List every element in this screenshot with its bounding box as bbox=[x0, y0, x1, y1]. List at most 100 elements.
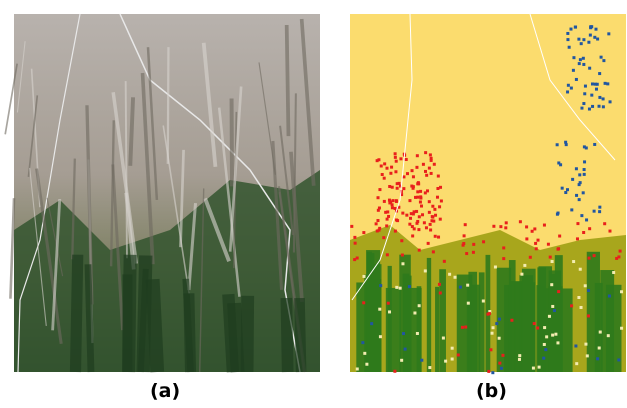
class-pixel bbox=[418, 249, 421, 252]
class-pixel bbox=[560, 288, 573, 372]
class-pixel bbox=[350, 225, 353, 228]
class-pixel bbox=[399, 157, 402, 160]
class-pixel bbox=[409, 217, 412, 220]
class-pixel bbox=[427, 242, 430, 245]
class-pixel bbox=[587, 314, 590, 317]
class-pixel bbox=[408, 285, 411, 288]
class-pixel bbox=[413, 311, 416, 314]
class-pixel bbox=[533, 227, 536, 230]
class-pixel bbox=[412, 175, 415, 178]
class-pixel bbox=[575, 78, 578, 81]
class-pixel bbox=[612, 271, 615, 274]
class-pixel bbox=[467, 302, 470, 305]
class-pixel bbox=[603, 222, 606, 225]
class-pixel bbox=[399, 287, 402, 290]
class-pixel bbox=[572, 260, 575, 263]
class-pixel bbox=[432, 250, 435, 253]
class-pixel bbox=[464, 223, 467, 226]
class-pixel bbox=[617, 255, 620, 258]
class-pixel bbox=[389, 200, 392, 203]
class-pixel bbox=[398, 182, 401, 185]
class-pixel bbox=[431, 216, 434, 219]
class-pixel bbox=[602, 59, 605, 62]
class-pixel bbox=[413, 227, 416, 230]
class-pixel bbox=[587, 252, 600, 372]
class-pixel bbox=[401, 254, 404, 257]
class-pixel bbox=[607, 334, 610, 337]
class-pixel bbox=[465, 252, 468, 255]
class-pixel bbox=[557, 212, 560, 215]
class-pixel bbox=[391, 203, 394, 206]
class-pixel bbox=[574, 26, 577, 29]
class-pixel bbox=[361, 341, 364, 344]
class-pixel bbox=[594, 28, 597, 31]
class-pixel bbox=[586, 354, 589, 357]
class-pixel bbox=[570, 87, 573, 90]
class-pixel bbox=[582, 231, 585, 234]
class-pixel bbox=[370, 322, 373, 325]
class-pixel bbox=[538, 366, 541, 369]
class-pixel bbox=[380, 164, 383, 167]
class-pixel bbox=[379, 284, 382, 287]
class-pixel bbox=[498, 318, 501, 321]
class-pixel bbox=[578, 198, 581, 201]
class-pixel bbox=[617, 358, 620, 361]
class-pixel bbox=[572, 56, 575, 59]
class-pixel bbox=[418, 304, 421, 307]
class-pixel bbox=[566, 188, 569, 191]
class-pixel bbox=[579, 58, 582, 61]
class-pixel bbox=[501, 354, 504, 357]
class-pixel bbox=[389, 172, 392, 175]
class-pixel bbox=[556, 341, 559, 344]
class-pixel bbox=[417, 182, 420, 185]
class-pixel bbox=[584, 343, 587, 346]
class-pixel bbox=[442, 337, 445, 340]
class-pixel bbox=[578, 183, 581, 186]
class-pixel bbox=[448, 273, 451, 276]
class-pixel bbox=[463, 234, 466, 237]
class-pixel bbox=[607, 32, 610, 35]
class-pixel bbox=[580, 214, 583, 217]
forest-streak bbox=[88, 264, 91, 372]
class-pixel bbox=[582, 102, 585, 105]
class-pixel bbox=[593, 254, 596, 257]
class-pixel bbox=[406, 172, 409, 175]
class-pixel bbox=[423, 221, 426, 224]
class-pixel bbox=[412, 212, 415, 215]
class-pixel bbox=[544, 348, 547, 351]
class-pixel bbox=[579, 268, 582, 271]
class-pixel bbox=[523, 264, 526, 267]
class-pixel bbox=[553, 309, 556, 312]
class-pixel bbox=[416, 196, 419, 199]
class-pixel bbox=[472, 243, 475, 246]
class-pixel bbox=[424, 151, 427, 154]
class-pixel bbox=[383, 177, 386, 180]
class-pixel bbox=[604, 82, 607, 85]
class-pixel bbox=[436, 196, 439, 199]
class-pixel bbox=[430, 159, 433, 162]
class-pixel bbox=[495, 322, 498, 325]
class-pixel bbox=[362, 301, 365, 304]
class-pixel bbox=[486, 313, 489, 316]
class-pixel bbox=[362, 231, 365, 234]
class-pixel bbox=[620, 327, 623, 330]
class-pixel bbox=[354, 242, 357, 245]
class-pixel bbox=[461, 326, 464, 329]
class-pixel bbox=[595, 88, 598, 91]
class-pixel bbox=[482, 300, 485, 303]
class-pixel bbox=[580, 306, 583, 309]
class-pixel bbox=[587, 41, 590, 44]
class-pixel bbox=[536, 326, 539, 329]
figure: (a) (b) bbox=[0, 0, 627, 408]
class-pixel bbox=[591, 105, 594, 108]
class-pixel bbox=[422, 163, 425, 166]
class-pixel bbox=[406, 276, 412, 372]
class-pixel bbox=[593, 210, 596, 213]
class-pixel bbox=[543, 224, 546, 227]
class-pixel bbox=[545, 335, 548, 338]
class-pixel bbox=[588, 227, 591, 230]
class-pixel bbox=[437, 175, 440, 178]
class-pixel bbox=[547, 243, 550, 246]
class-pixel bbox=[410, 185, 413, 188]
class-pixel bbox=[451, 358, 454, 361]
